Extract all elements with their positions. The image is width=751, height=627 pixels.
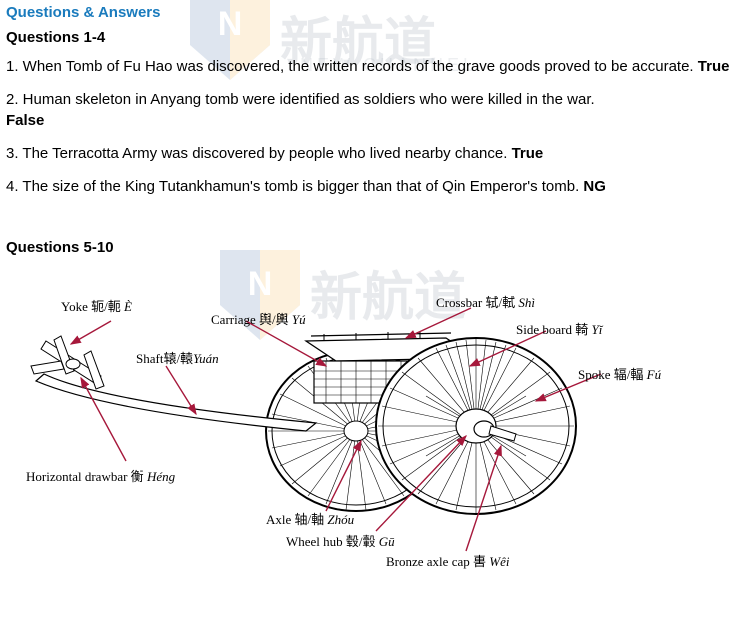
question-3: 3. The Terracotta Army was discovered by… [6, 143, 745, 164]
q1-text: 1. When Tomb of Fu Hao was discovered, t… [6, 58, 698, 75]
label-drawbar: Horizontal drawbar 衡 Héng [26, 466, 175, 485]
front-wheel [376, 338, 576, 514]
content-area: Questions & Answers Questions 1-4 1. Whe… [0, 0, 751, 570]
q1-answer: True [698, 58, 730, 75]
label-axlecap: Bronze axle cap 軎 Wêi [386, 551, 509, 570]
questions-1-4-heading: Questions 1-4 [6, 29, 745, 46]
question-4: 4. The size of the King Tutankhamun's to… [6, 176, 745, 197]
question-2: 2. Human skeleton in Anyang tomb were id… [6, 89, 745, 131]
question-1: 1. When Tomb of Fu Hao was discovered, t… [6, 56, 745, 77]
section-title: Questions & Answers [6, 4, 745, 21]
q3-answer: True [512, 145, 544, 162]
q2-text: 2. Human skeleton in Anyang tomb were id… [6, 91, 595, 108]
q4-answer: NG [583, 178, 606, 195]
label-shaft: Shaft辕/轅Yuán [136, 348, 219, 367]
label-yoke: Yoke 轭/軛 È [61, 296, 132, 315]
label-crossbar: Crossbar 轼/軾 Shì [436, 292, 535, 311]
q3-text: 3. The Terracotta Army was discovered by… [6, 145, 512, 162]
label-spoke: Spoke 辐/輻 Fú [578, 364, 661, 383]
label-sideboard: Side board 輢 Yĭ [516, 319, 602, 338]
label-axle: Axle 轴/軸 Zhóu [266, 509, 354, 528]
label-carriage: Carriage 舆/輿 Yú [211, 309, 306, 328]
q4-text: 4. The size of the King Tutankhamun's to… [6, 178, 583, 195]
label-wheelhub: Wheel hub 毂/轂 Gū [286, 531, 395, 550]
q2-answer: False [6, 112, 44, 129]
questions-5-10-heading: Questions 5-10 [6, 239, 745, 256]
chariot-diagram: Yoke 轭/軛 È Carriage 舆/輿 Yú Shaft辕/轅Yuán … [6, 266, 746, 566]
